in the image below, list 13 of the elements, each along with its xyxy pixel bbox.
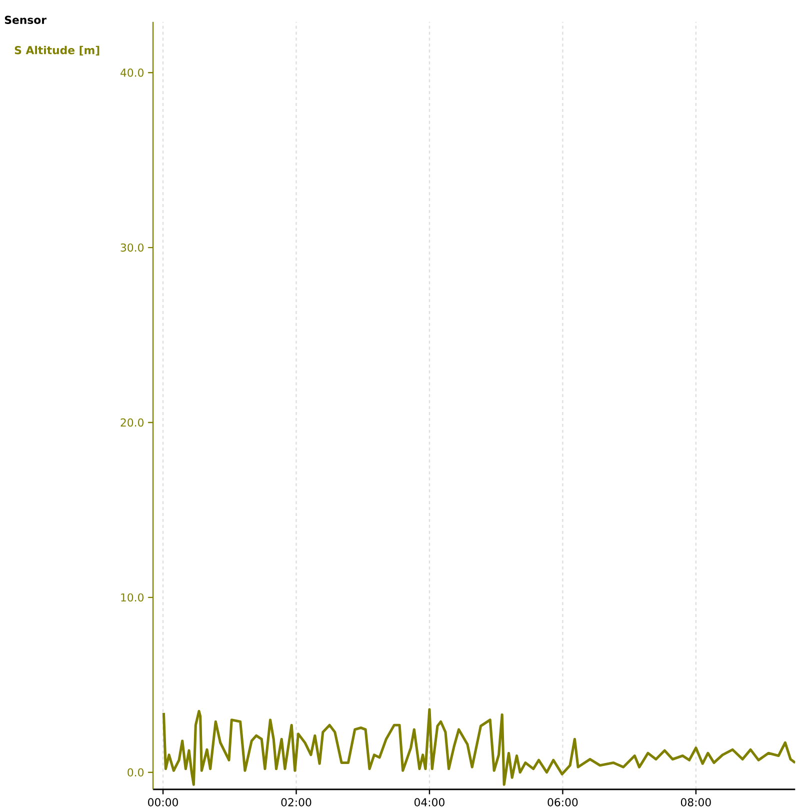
x-tick-label: 08:00 — [680, 798, 711, 806]
y-tick-label: 20.0 — [120, 418, 144, 427]
y-tick-label: 10.0 — [121, 593, 144, 602]
x-tick-label: 00:00 — [148, 798, 178, 806]
x-tick-label: 06:00 — [548, 798, 578, 806]
legend-title: Sensor — [4, 16, 46, 24]
x-tick-label: 04:00 — [414, 798, 444, 806]
x-tick-label: 02:00 — [281, 798, 312, 806]
text: S Altitude [m] — [14, 46, 100, 56]
y-tick-label: 30.0 — [120, 243, 144, 252]
line-series — [162, 708, 796, 786]
y-tick-label: 40.0 — [120, 68, 144, 77]
y-tick-label: 0.0 — [128, 768, 144, 776]
